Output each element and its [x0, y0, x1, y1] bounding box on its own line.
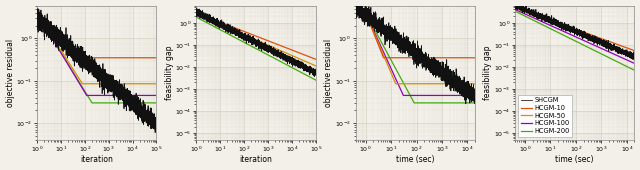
SHCGM [511, 5, 518, 7]
SHCGM [630, 58, 638, 60]
Line: HCGM-10: HCGM-10 [515, 7, 634, 51]
HCGM-50 [525, 13, 532, 15]
SHCGM [562, 27, 570, 29]
HCGM-100 [511, 8, 518, 10]
HCGM-10 [525, 11, 532, 13]
HCGM-10 [557, 23, 564, 25]
HCGM-100 [630, 62, 638, 64]
Y-axis label: feasibility gap: feasibility gap [164, 46, 174, 100]
HCGM-50 [628, 55, 636, 57]
HCGM-200 [532, 20, 540, 22]
Line: HCGM-100: HCGM-100 [515, 9, 634, 63]
HCGM-200 [511, 10, 518, 12]
HCGM-200 [630, 69, 638, 71]
HCGM-200 [557, 33, 564, 35]
X-axis label: time (sec): time (sec) [556, 155, 594, 164]
HCGM-100 [532, 18, 540, 20]
SHCGM [525, 11, 532, 13]
Legend: SHCGM, HCGM-10, HCGM-50, HCGM-100, HCGM-200: SHCGM, HCGM-10, HCGM-50, HCGM-100, HCGM-… [518, 95, 572, 137]
HCGM-50 [532, 15, 540, 18]
HCGM-50 [557, 26, 564, 28]
HCGM-50 [511, 7, 518, 9]
SHCGM [557, 23, 564, 25]
HCGM-200 [615, 62, 623, 64]
HCGM-100 [615, 55, 623, 57]
SHCGM [615, 51, 623, 53]
HCGM-50 [630, 56, 638, 58]
SHCGM [532, 10, 540, 12]
X-axis label: time (sec): time (sec) [396, 155, 435, 164]
HCGM-10 [562, 25, 570, 27]
HCGM-50 [562, 28, 570, 30]
Line: HCGM-200: HCGM-200 [515, 11, 634, 70]
HCGM-10 [511, 6, 518, 8]
HCGM-100 [557, 29, 564, 31]
Y-axis label: objective residual: objective residual [6, 39, 15, 107]
SHCGM [630, 59, 638, 62]
Line: SHCGM: SHCGM [515, 6, 634, 61]
HCGM-200 [628, 68, 636, 70]
SHCGM [628, 58, 636, 60]
HCGM-200 [525, 17, 532, 19]
HCGM-200 [562, 35, 570, 37]
HCGM-100 [628, 61, 636, 63]
X-axis label: iteration: iteration [239, 155, 273, 164]
HCGM-100 [525, 14, 532, 16]
HCGM-10 [615, 44, 623, 46]
X-axis label: iteration: iteration [80, 155, 113, 164]
HCGM-10 [628, 49, 636, 51]
Y-axis label: objective residual: objective residual [324, 39, 333, 107]
HCGM-100 [562, 31, 570, 33]
HCGM-10 [532, 14, 540, 16]
Y-axis label: feasibility gap: feasibility gap [483, 46, 492, 100]
Line: HCGM-50: HCGM-50 [515, 8, 634, 57]
HCGM-50 [615, 50, 623, 52]
HCGM-10 [630, 50, 638, 52]
